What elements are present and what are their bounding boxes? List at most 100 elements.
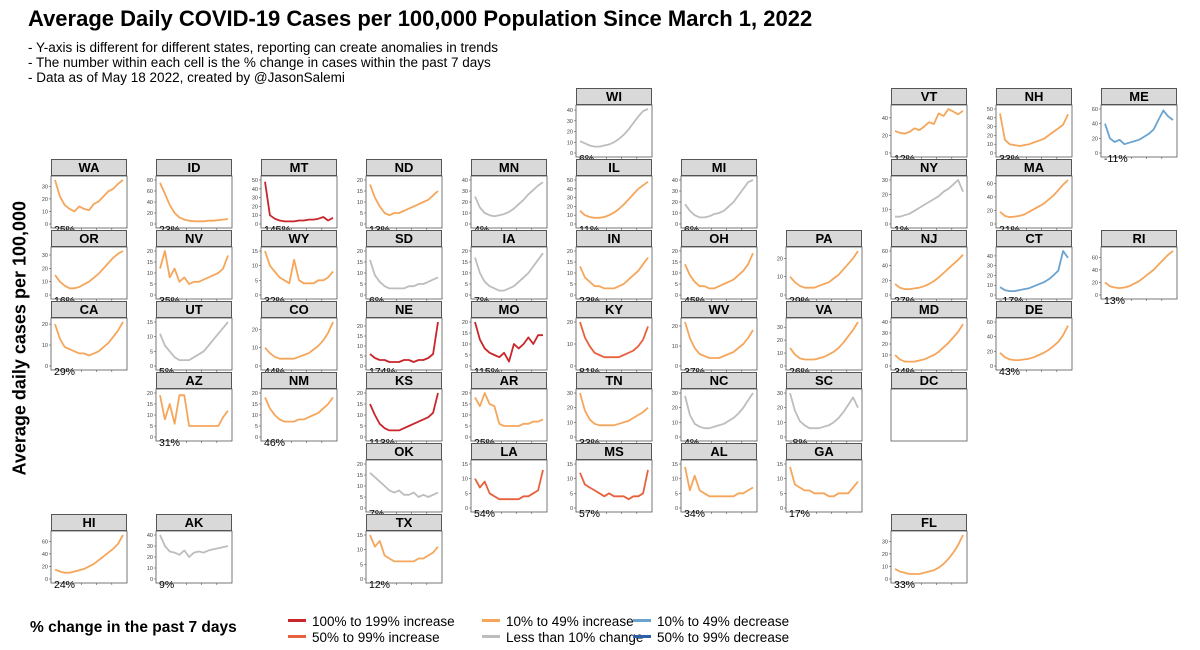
- panel-border: [470, 175, 548, 229]
- state-label: FL: [891, 514, 967, 531]
- state-plot: 0 10 20 30: [777, 388, 863, 443]
- state-panel-ar: AR0510152025%: [451, 372, 548, 452]
- y-tick-label: 0: [675, 293, 678, 299]
- y-tick-label: 10: [462, 271, 468, 277]
- panel-border: [50, 246, 128, 300]
- state-label: OH: [681, 230, 757, 247]
- state-panel-in: IN0510152023%: [556, 230, 653, 310]
- state-label: IL: [576, 159, 652, 176]
- y-tick-label: 0: [885, 364, 888, 370]
- state-label: OR: [51, 230, 127, 247]
- y-tick-label: 50: [987, 107, 993, 113]
- y-tick-label: 0: [990, 222, 993, 228]
- panel-border: [995, 104, 1073, 158]
- state-plot: 0 10 20 30 40 50: [987, 104, 1073, 159]
- state-label: SD: [366, 230, 442, 247]
- state-panel-nj: NJ020406027%: [871, 230, 968, 310]
- y-tick-label: 0: [150, 577, 153, 583]
- panel-border: [680, 317, 758, 371]
- panel-border: [365, 246, 443, 300]
- y-tick-label: 5: [465, 491, 468, 497]
- state-plot: 0 10 20: [777, 246, 863, 301]
- state-plot: 0 5 10 15 20: [462, 246, 548, 301]
- state-panel-ne: NE05101520174%: [346, 301, 443, 381]
- y-tick-label: 0: [465, 222, 468, 228]
- y-tick-label: 0: [255, 293, 258, 299]
- y-tick-label: 20: [567, 204, 573, 210]
- state-plot: 0 5 10 15: [462, 459, 548, 514]
- y-tick-label: 40: [1092, 122, 1098, 128]
- y-tick-label: 40: [42, 552, 48, 558]
- y-tick-label: 15: [777, 462, 783, 468]
- state-plot: 0 10 20 30: [567, 388, 653, 443]
- y-tick-label: 20: [357, 249, 363, 255]
- state-label: NM: [261, 372, 337, 389]
- y-tick-label: 0: [780, 293, 783, 299]
- y-tick-label: 20: [357, 462, 363, 468]
- series-line: [474, 321, 543, 363]
- pct-change-label: 24%: [54, 579, 76, 591]
- state-label: IN: [576, 230, 652, 247]
- y-tick-label: 10: [567, 140, 573, 146]
- state-plot: 0 5 10 15: [147, 317, 233, 372]
- state-plot: 0 20 40 60: [42, 530, 128, 585]
- state-label: NH: [996, 88, 1072, 105]
- state-label: RI: [1101, 230, 1177, 247]
- y-tick-label: 30: [882, 539, 888, 545]
- state-panel-ga: GA 0 5 10 15 17%: [766, 443, 863, 523]
- state-panel-ca: CA 0 10 20 29%: [31, 301, 128, 381]
- y-tick-label: 10: [672, 271, 678, 277]
- panel-border: [155, 388, 233, 442]
- series-line: [474, 252, 544, 292]
- y-tick-label: 0: [885, 577, 888, 583]
- legend-swatch: [633, 619, 651, 622]
- y-tick-label: 20: [462, 320, 468, 326]
- state-panel-az: AZ 0 5 10 15 20 31%: [136, 372, 233, 452]
- panel-border: [785, 246, 863, 300]
- y-tick-label: 10: [42, 343, 48, 349]
- y-tick-label: 40: [147, 200, 153, 206]
- y-tick-label: 10: [252, 346, 258, 352]
- series-line: [369, 392, 439, 432]
- y-tick-label: 0: [570, 222, 573, 228]
- series-line: [1104, 250, 1174, 289]
- y-tick-label: 40: [987, 116, 993, 122]
- y-tick-label: 10: [147, 413, 153, 419]
- state-panel-mi: MI0102030406%: [661, 159, 758, 239]
- state-panel-nc: NC01020304%: [661, 372, 758, 452]
- y-tick-label: 20: [147, 249, 153, 255]
- pct-change-label: 9%: [159, 579, 175, 591]
- state-label: HI: [51, 514, 127, 531]
- y-tick-label: 0: [780, 364, 783, 370]
- y-tick-label: 5: [150, 349, 153, 355]
- y-tick-label: 30: [567, 196, 573, 202]
- series-line: [369, 184, 439, 217]
- series-line: [264, 250, 334, 285]
- state-plot: 0 20 40 60: [1092, 246, 1178, 301]
- state-label: KS: [366, 372, 442, 389]
- state-panel-sd: SD051015206%: [346, 230, 443, 310]
- chart-notes: - Y-axis is different for different stat…: [28, 40, 498, 85]
- state-label: NC: [681, 372, 757, 389]
- state-panel-wa: WA010203025%: [31, 159, 128, 239]
- panel-border: [680, 459, 758, 513]
- legend-label: 10% to 49% increase: [506, 614, 634, 629]
- state-label: MO: [471, 301, 547, 318]
- state-label: GA: [786, 443, 862, 460]
- series-line: [579, 469, 649, 501]
- panel-border: [890, 246, 968, 300]
- y-tick-label: 10: [777, 275, 783, 281]
- y-tick-label: 10: [777, 420, 783, 426]
- panel-border: [680, 246, 758, 300]
- state-label: NE: [366, 301, 442, 318]
- y-tick-label: 20: [147, 555, 153, 561]
- y-tick-label: 10: [882, 564, 888, 570]
- y-tick-label: 0: [990, 151, 993, 157]
- state-panel-ms: MS 0 5 10 15 57%: [556, 443, 653, 523]
- y-tick-label: 50: [567, 178, 573, 184]
- state-label: NJ: [891, 230, 967, 247]
- y-tick-label: 0: [1095, 151, 1098, 157]
- state-panel-mt: MT01020304050145%: [241, 159, 338, 239]
- series-line: [684, 392, 754, 430]
- y-tick-label: 0: [990, 364, 993, 370]
